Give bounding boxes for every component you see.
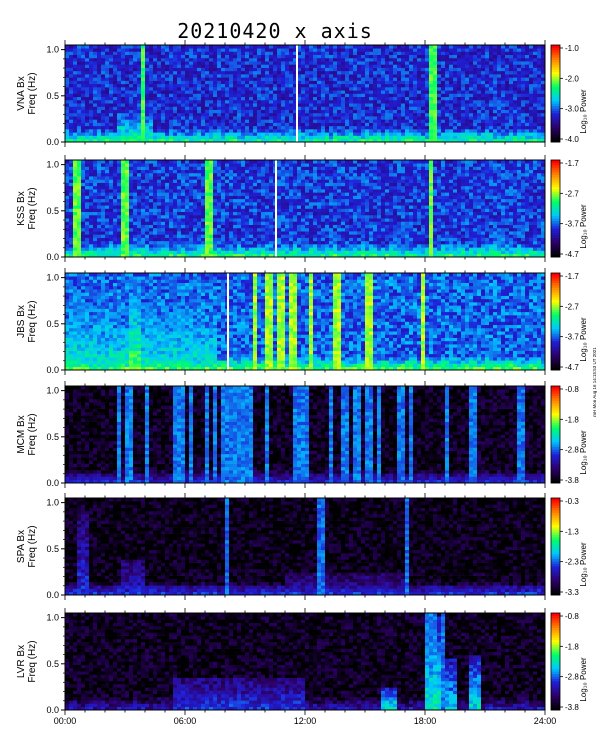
colorbar-tick-label: -1.7 xyxy=(565,272,579,281)
colorbar-label: Log₁₀ Power xyxy=(579,542,588,587)
y-axis-label-freq: Freq (Hz) xyxy=(27,525,38,567)
y-tick-label: 0.5 xyxy=(46,91,59,101)
y-tick-label: 0.0 xyxy=(46,478,59,488)
data-gap xyxy=(296,45,298,142)
x-tick-label: 24:00 xyxy=(534,716,557,726)
panel-kss: 0.0 0.5 1.0 KSS Bx Freq (Hz) -1.7 -2.7 -3.7 -4.7… xyxy=(16,155,588,262)
colorbar-tick-label: -2.8 xyxy=(565,446,579,455)
y-tick-label: 0.0 xyxy=(46,252,59,262)
y-axis-label-freq: Freq (Hz) xyxy=(27,300,38,342)
y-tick-label: 1.0 xyxy=(46,386,59,396)
y-axis-label-station: JBS Bx xyxy=(16,305,27,338)
colorbar-tick-label: -1.8 xyxy=(565,642,579,651)
colorbar-tick-label: -3.7 xyxy=(565,333,579,342)
timestamp-note: mH Mon Aug 16 14:15:53 UT 2021 xyxy=(592,347,597,417)
colorbar-label: Log₁₀ Power xyxy=(579,430,588,475)
colorbar-tick-label: -0.8 xyxy=(565,612,579,621)
y-axis-label-station: VNA Bx xyxy=(16,76,27,110)
colorbar-tick-label: -0.3 xyxy=(565,497,579,506)
y-axis-label-station: LVR Bx xyxy=(16,645,27,678)
chart-title: 20210420 x axis xyxy=(177,19,373,43)
y-axis-label-freq: Freq (Hz) xyxy=(27,187,38,229)
colorbar-tick-label: -4.7 xyxy=(565,363,579,372)
data-gap xyxy=(227,273,229,370)
x-tick-label: 12:00 xyxy=(294,716,317,726)
y-tick-label: 1.0 xyxy=(46,273,59,283)
y-tick-label: 1.0 xyxy=(46,498,59,508)
colorbar-tick-label: -2.0 xyxy=(565,74,579,83)
colorbar-tick-label: -3.8 xyxy=(565,703,579,712)
y-axis-label-station: MCM Bx xyxy=(16,415,27,453)
spectrogram-image xyxy=(65,613,546,711)
colorbar-tick-label: -2.3 xyxy=(565,558,579,567)
colorbar-tick-label: -1.8 xyxy=(565,415,579,424)
colorbar-tick-label: -2.7 xyxy=(565,189,579,198)
y-tick-label: 0.5 xyxy=(46,659,59,669)
colorbar-tick-label: -3.7 xyxy=(565,220,579,229)
panel-vna: 0.0 0.5 1.0 VNA Bx Freq (Hz) -1.0 -2.0 -3.0 -4.0… xyxy=(16,40,588,147)
x-tick-label: 18:00 xyxy=(414,716,437,726)
y-axis-label-freq: Freq (Hz) xyxy=(27,640,38,682)
y-tick-label: 1.0 xyxy=(46,613,59,623)
spectrogram-image xyxy=(65,160,546,258)
y-axis-label-station: KSS Bx xyxy=(16,191,27,225)
colorbar-label: Log₁₀ Power xyxy=(579,657,588,702)
y-axis-label-freq: Freq (Hz) xyxy=(27,72,38,114)
spectrogram-image xyxy=(65,273,546,371)
colorbar-tick-label: -1.7 xyxy=(565,159,579,168)
colorbar-label: Log₁₀ Power xyxy=(579,204,588,249)
colorbar-tick-label: -4.0 xyxy=(565,135,579,144)
colorbar-tick-label: -3.3 xyxy=(565,588,579,597)
y-tick-label: 0.0 xyxy=(46,705,59,715)
colorbar-tick-label: -1.3 xyxy=(565,527,579,536)
data-gap xyxy=(275,160,277,257)
colorbar-tick-label: -1.0 xyxy=(565,44,579,53)
y-tick-label: 1.0 xyxy=(46,45,59,55)
colorbar-tick-label: -3.8 xyxy=(565,476,579,485)
colorbar-tick-label: -0.8 xyxy=(565,385,579,394)
spectrogram-image xyxy=(65,45,546,143)
y-axis-label-freq: Freq (Hz) xyxy=(27,413,38,455)
colorbar-label: Log₁₀ Power xyxy=(579,317,588,362)
y-tick-label: 0.5 xyxy=(46,319,59,329)
y-axis-label-station: SPA Bx xyxy=(16,530,27,563)
colorbar-tick-label: -2.8 xyxy=(565,673,579,682)
colorbar-tick-label: -4.7 xyxy=(565,250,579,259)
y-tick-label: 0.5 xyxy=(46,206,59,216)
x-tick-label: 00:00 xyxy=(54,716,77,726)
colorbar-label: Log₁₀ Power xyxy=(579,89,588,134)
y-tick-label: 1.0 xyxy=(46,160,59,170)
colorbar-tick-label: -2.7 xyxy=(565,302,579,311)
x-tick-label: 06:00 xyxy=(174,716,197,726)
y-tick-label: 0.0 xyxy=(46,137,59,147)
spectrogram-image xyxy=(65,386,546,484)
y-tick-label: 0.5 xyxy=(46,432,59,442)
panel-lvr: 0.0 0.5 1.0 LVR Bx Freq (Hz) -0.8 -1.8 -2.8 -3.8… xyxy=(16,608,588,715)
colorbar-tick-label: -3.0 xyxy=(565,105,579,114)
spectrogram-image xyxy=(65,498,546,596)
y-tick-label: 0.0 xyxy=(46,590,59,600)
y-tick-label: 0.0 xyxy=(46,365,59,375)
x-axis: 00:00 06:00 12:00 18:00 24:00 xyxy=(54,716,557,726)
y-tick-label: 0.5 xyxy=(46,544,59,554)
panel-jbs: 0.0 0.5 1.0 JBS Bx Freq (Hz) -1.7 -2.7 -3.7 -4.7… xyxy=(16,268,588,375)
panel-spa: 0.0 0.5 1.0 SPA Bx Freq (Hz) -0.3 -1.3 -2.3 -3.3… xyxy=(16,493,588,600)
panel-mcm: 0.0 0.5 1.0 MCM Bx Freq (Hz) -0.8 -1.8 -2.8 -3.8… xyxy=(16,381,588,488)
